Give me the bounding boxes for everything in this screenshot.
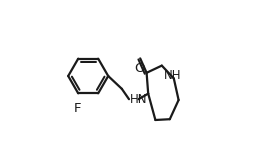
Text: NH: NH: [163, 69, 181, 82]
Text: F: F: [74, 102, 81, 115]
Text: HN: HN: [130, 93, 147, 106]
Text: O: O: [134, 62, 145, 75]
